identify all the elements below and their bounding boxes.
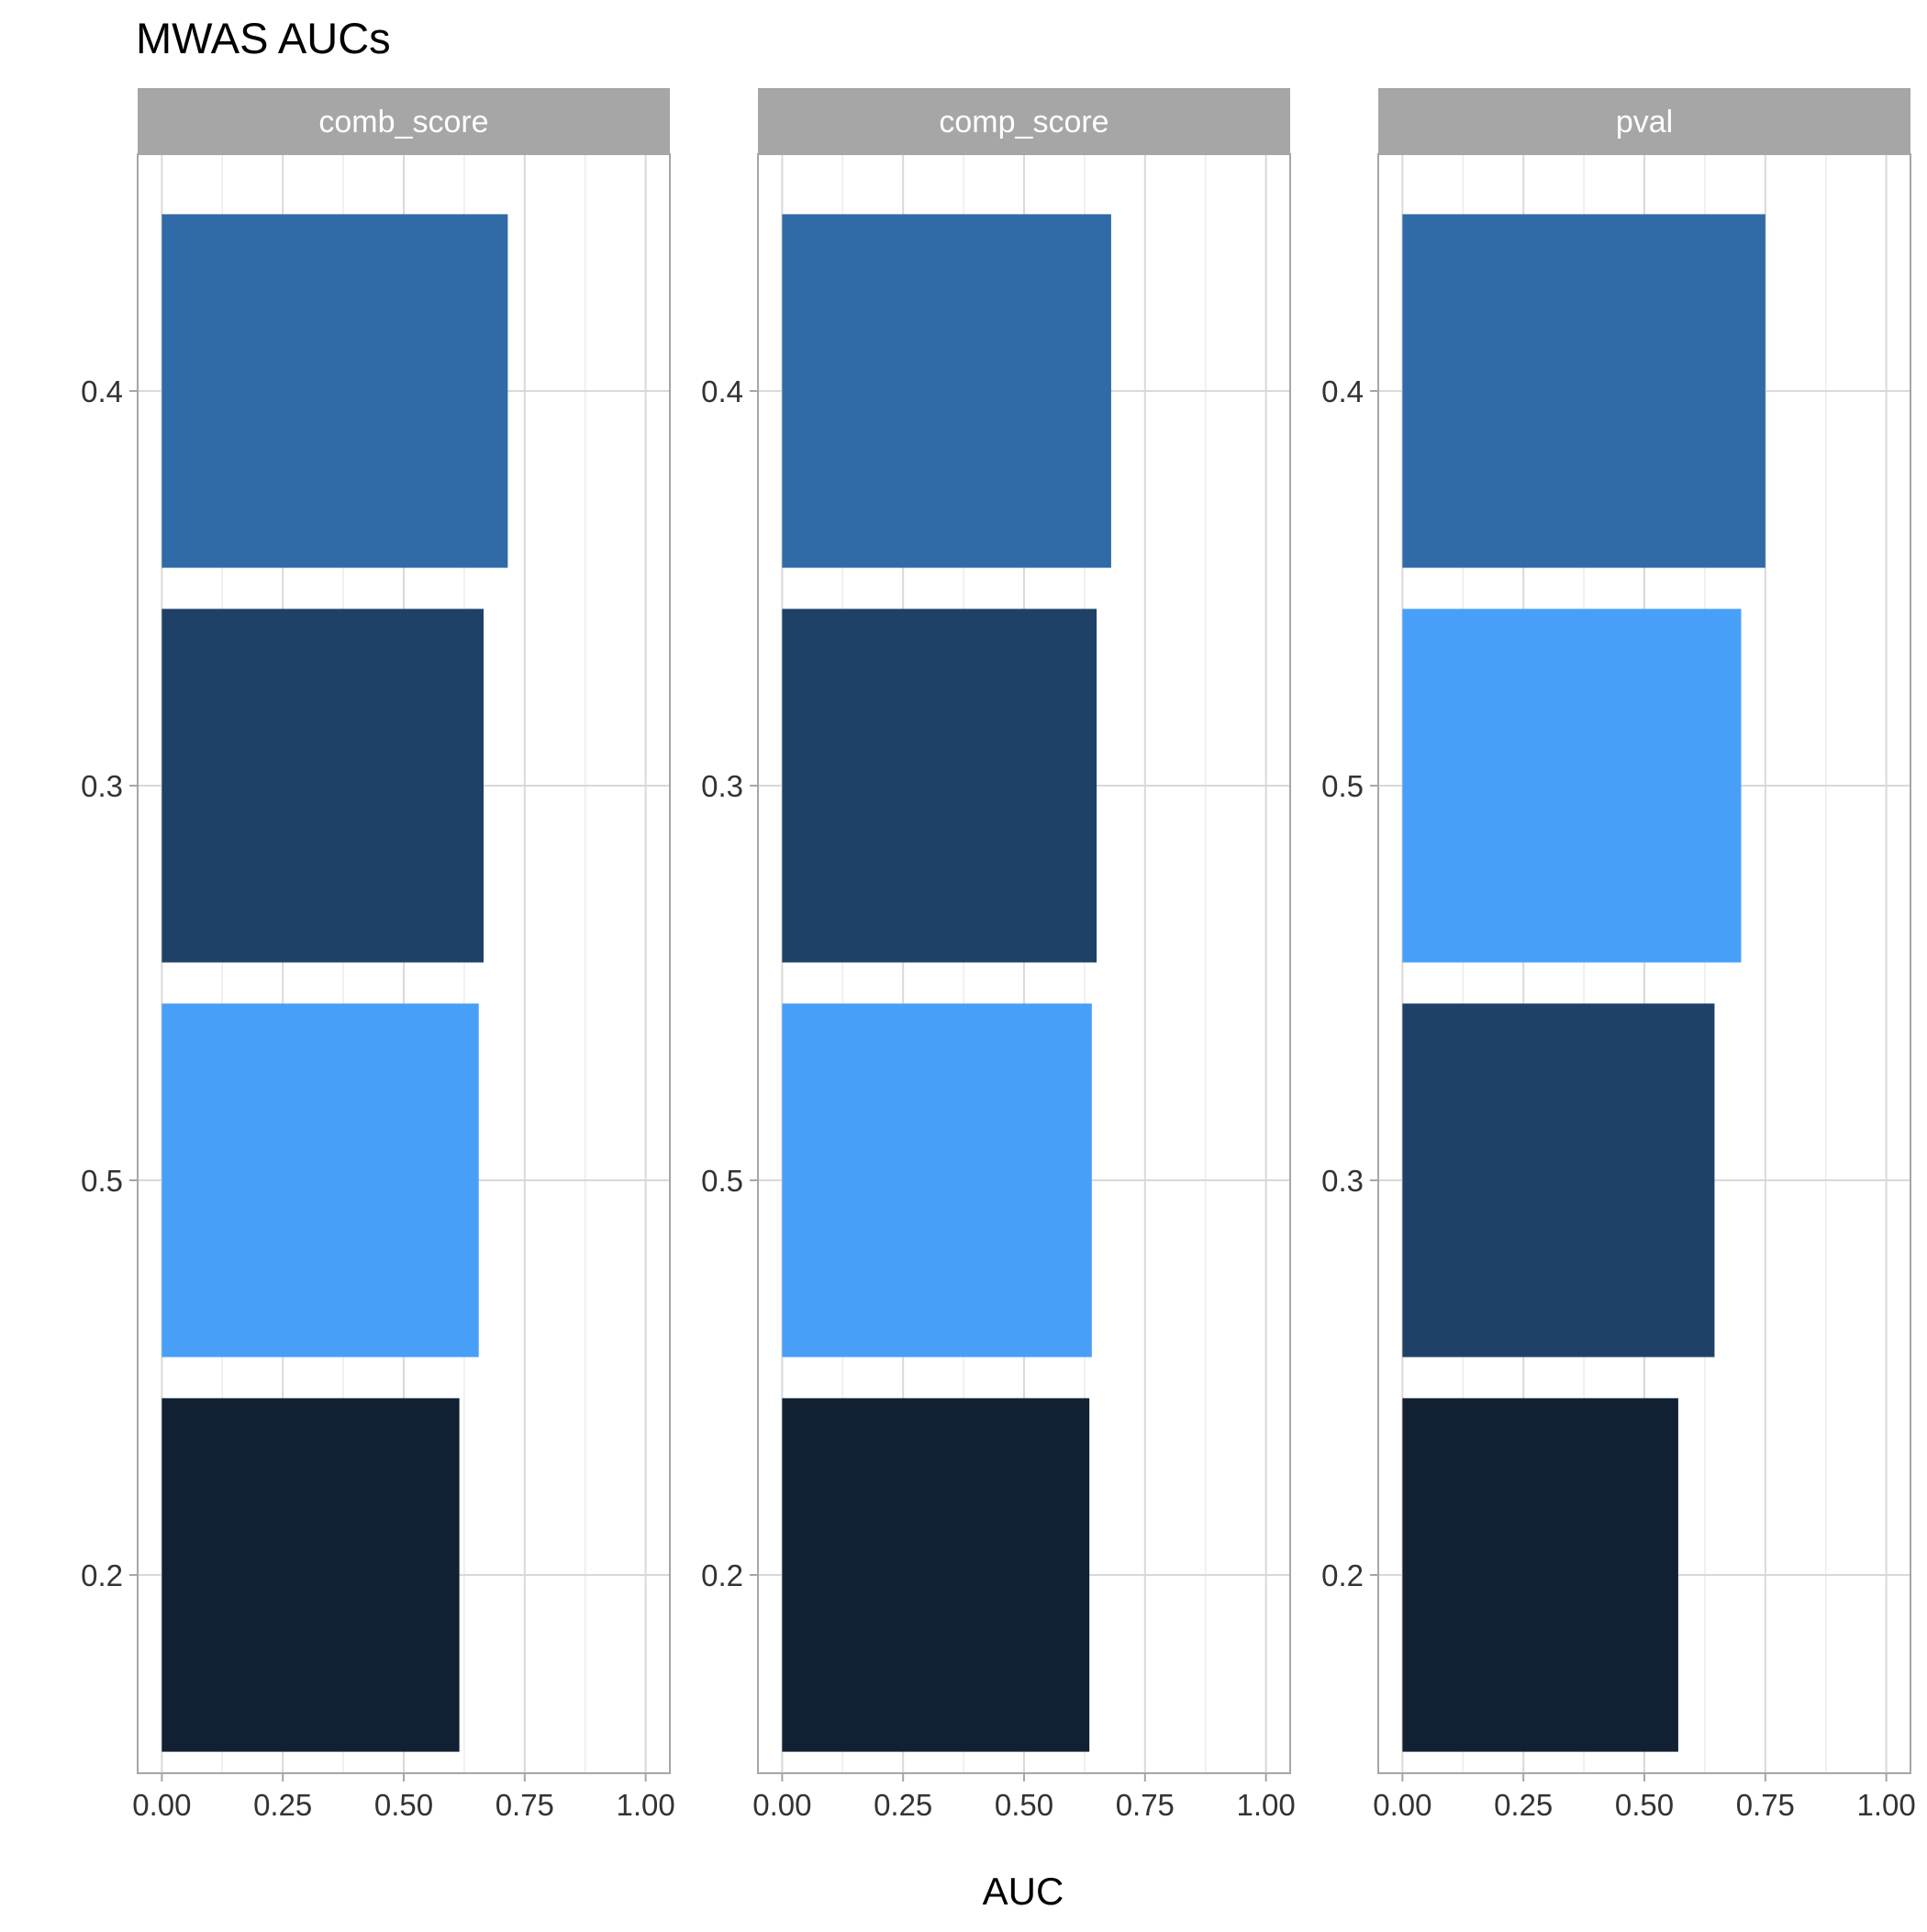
facet-strip bbox=[758, 88, 1290, 154]
bar bbox=[162, 214, 508, 568]
facet-strip bbox=[1378, 88, 1910, 154]
y-tick-label: 0.5 bbox=[701, 1164, 743, 1198]
x-tick-label: 0.50 bbox=[995, 1788, 1053, 1822]
x-tick-label: 0.25 bbox=[253, 1788, 312, 1822]
bar bbox=[162, 609, 484, 963]
x-tick-label: 0.75 bbox=[496, 1788, 554, 1822]
x-tick-label: 0.00 bbox=[132, 1788, 191, 1822]
bar bbox=[782, 214, 1111, 568]
x-tick-label: 0.75 bbox=[1736, 1788, 1795, 1822]
y-tick-label: 0.2 bbox=[1321, 1558, 1364, 1592]
facet-strip-label: comb_score bbox=[318, 105, 488, 140]
chart-title: MWAS AUCs bbox=[136, 14, 391, 62]
y-tick-label: 0.2 bbox=[81, 1558, 123, 1592]
bar bbox=[162, 1003, 479, 1357]
y-tick-label: 0.3 bbox=[1321, 1164, 1364, 1198]
y-tick-label: 0.4 bbox=[81, 374, 123, 408]
y-tick-label: 0.3 bbox=[701, 769, 743, 803]
bar bbox=[1402, 1398, 1678, 1752]
x-tick-label: 0.25 bbox=[1494, 1788, 1553, 1822]
y-tick-label: 0.5 bbox=[81, 1164, 123, 1198]
facet-strip bbox=[138, 88, 670, 154]
facet-strip-label: pval bbox=[1616, 105, 1673, 140]
y-tick-label: 0.4 bbox=[701, 374, 743, 408]
x-tick-label: 0.00 bbox=[1373, 1788, 1431, 1822]
x-tick-label: 1.00 bbox=[617, 1788, 675, 1822]
bar bbox=[162, 1398, 460, 1752]
x-tick-label: 0.50 bbox=[374, 1788, 433, 1822]
bar bbox=[782, 1398, 1090, 1752]
bar bbox=[782, 1003, 1092, 1357]
x-axis-label: AUC bbox=[983, 1870, 1064, 1913]
x-tick-label: 0.50 bbox=[1615, 1788, 1674, 1822]
bar bbox=[1402, 214, 1765, 568]
bar bbox=[782, 609, 1097, 963]
bar bbox=[1402, 609, 1742, 963]
x-tick-label: 0.25 bbox=[874, 1788, 932, 1822]
y-tick-label: 0.4 bbox=[1321, 374, 1364, 408]
facet-strip-label: comp_score bbox=[939, 105, 1108, 140]
bar bbox=[1402, 1003, 1715, 1357]
x-tick-label: 0.75 bbox=[1116, 1788, 1175, 1822]
x-tick-label: 0.00 bbox=[752, 1788, 811, 1822]
y-tick-label: 0.3 bbox=[81, 769, 123, 803]
x-tick-label: 1.00 bbox=[1857, 1788, 1916, 1822]
y-tick-label: 0.5 bbox=[1321, 769, 1364, 803]
y-tick-label: 0.2 bbox=[701, 1558, 743, 1592]
x-tick-label: 1.00 bbox=[1237, 1788, 1296, 1822]
